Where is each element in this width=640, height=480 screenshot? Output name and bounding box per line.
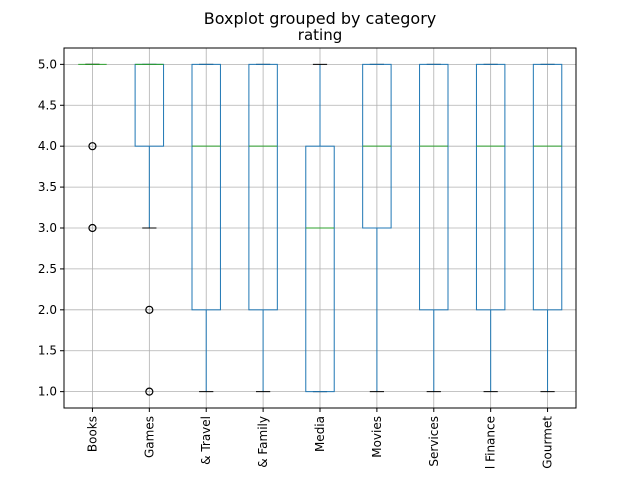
x-tick-label: & Travel <box>199 416 213 465</box>
outlier-point <box>88 223 97 233</box>
box-body <box>419 63 449 311</box>
axes-layer: 1.0 1.5 2.0 2.5 3.0 3.5 4.0 4.5 5.0 Books Games & T… <box>38 57 555 469</box>
y-tick-label: 3.5 <box>38 180 57 194</box>
box-2 <box>191 63 221 393</box>
box-3 <box>248 63 278 393</box>
x-tick-label: l Finance <box>484 416 498 469</box>
x-tick-label: Movies <box>370 416 384 458</box>
box-6 <box>419 63 449 393</box>
box-body <box>532 63 563 311</box>
box-body <box>305 145 335 393</box>
box-4 <box>305 63 335 393</box>
y-tick-label: 2.0 <box>38 303 57 317</box>
chart-title: rating <box>298 26 342 44</box>
x-tick-label: Gourmet <box>541 416 555 469</box>
y-tick-label: 5.0 <box>38 57 57 71</box>
x-tick-label: & Family <box>256 416 270 468</box>
x-tick-label: Games <box>142 416 156 458</box>
box-1 <box>134 63 165 396</box>
box-7 <box>475 63 506 393</box>
outlier-point <box>145 387 154 396</box>
box-5 <box>362 63 392 393</box>
box-body <box>475 63 506 311</box>
box-8 <box>532 63 563 393</box>
box-body <box>248 63 278 311</box>
x-tick-label: Media <box>313 416 327 452</box>
x-tick-label: Services <box>427 416 441 467</box>
chart-suptitle: Boxplot grouped by category <box>204 9 436 28</box>
y-tick-label: 1.0 <box>38 385 57 399</box>
box-body <box>191 63 221 311</box>
y-tick-label: 1.5 <box>38 344 57 358</box>
y-tick-label: 2.5 <box>38 262 57 276</box>
y-tick-label: 4.5 <box>38 98 57 112</box>
box-0 <box>78 63 107 233</box>
y-tick-label: 4.0 <box>38 139 57 153</box>
outlier-point <box>88 142 97 151</box>
y-tick-label: 3.0 <box>38 221 57 235</box>
x-tick-label: Books <box>85 416 99 452</box>
outlier-point <box>145 305 154 314</box>
boxes-layer <box>78 63 563 396</box>
